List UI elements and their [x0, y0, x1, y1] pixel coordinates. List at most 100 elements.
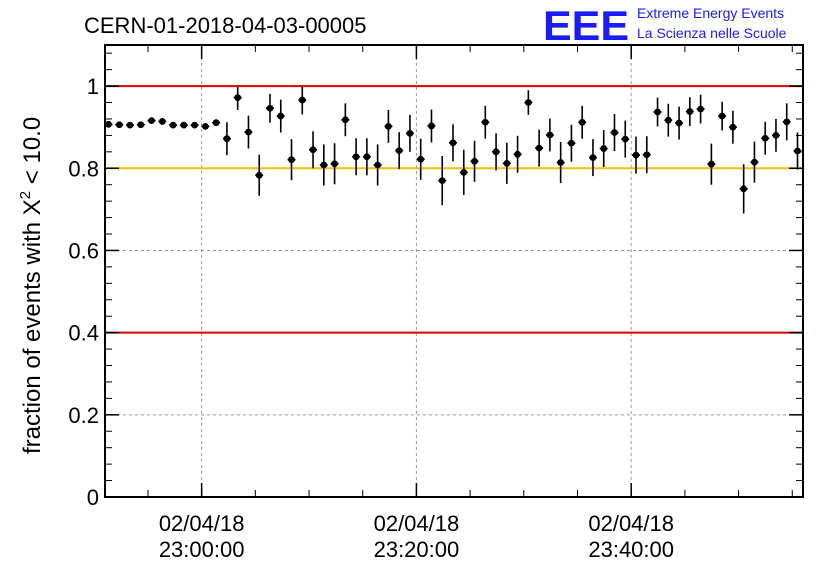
- data-point: [147, 117, 156, 125]
- data-point: [728, 110, 737, 144]
- point-marker: [794, 147, 801, 155]
- y-axis-label-symbol: X: [19, 199, 46, 215]
- data-point: [201, 122, 210, 130]
- data-point: [771, 118, 780, 152]
- point-marker: [492, 148, 500, 156]
- y-axis-label-sup: 2: [17, 191, 34, 199]
- data-point: [449, 124, 457, 162]
- data-point: [567, 124, 576, 162]
- data-point: [707, 143, 716, 185]
- data-point: [330, 143, 339, 185]
- x-tick-date: 02/04/18: [588, 511, 674, 536]
- point-marker: [481, 118, 489, 126]
- point-marker: [288, 156, 295, 164]
- data-point: [298, 85, 307, 115]
- data-point: [459, 149, 468, 195]
- data-point: [233, 85, 242, 110]
- y-tick-label: 0: [87, 485, 99, 510]
- data-point: [610, 114, 619, 152]
- chart-title: CERN-01-2018-04-03-00005: [84, 13, 367, 38]
- point-marker: [718, 112, 726, 120]
- point-marker: [697, 105, 705, 113]
- x-tick-time: 23:20:00: [374, 537, 460, 562]
- data-point: [244, 115, 253, 149]
- point-marker: [115, 121, 123, 129]
- data-point: [761, 121, 770, 155]
- point-marker: [223, 135, 231, 143]
- grid-lines: [105, 45, 803, 497]
- y-tick-label: 1: [87, 74, 99, 99]
- point-marker: [546, 131, 554, 139]
- data-point: [535, 129, 544, 167]
- point-marker: [126, 121, 134, 129]
- y-tick-label: 0.2: [68, 403, 99, 428]
- point-marker: [568, 139, 575, 147]
- y-tick-label: 0.8: [68, 156, 99, 181]
- data-point: [427, 109, 436, 143]
- point-marker: [514, 150, 521, 158]
- point-marker: [201, 122, 209, 130]
- point-marker: [740, 185, 748, 193]
- data-point: [319, 144, 328, 186]
- data-point: [126, 121, 135, 129]
- point-marker: [578, 118, 586, 126]
- point-marker: [438, 177, 446, 185]
- data-point: [255, 154, 264, 196]
- point-marker: [298, 96, 306, 104]
- data-point: [578, 105, 587, 139]
- point-marker: [589, 154, 597, 161]
- point-marker: [255, 171, 263, 179]
- point-marker: [105, 120, 112, 128]
- data-point: [169, 121, 178, 129]
- data-point: [621, 120, 630, 158]
- point-marker: [751, 158, 758, 166]
- data-point: [470, 140, 479, 182]
- data-point: [481, 105, 490, 139]
- data-point: [384, 109, 393, 143]
- x-tick-date: 02/04/18: [374, 511, 460, 536]
- point-marker: [471, 157, 478, 165]
- point-marker: [686, 108, 694, 115]
- data-point: [416, 138, 425, 180]
- data-points: [104, 85, 802, 214]
- point-marker: [374, 161, 382, 169]
- point-marker: [245, 128, 252, 136]
- data-point: [492, 133, 501, 171]
- point-marker: [621, 135, 629, 143]
- data-point: [750, 141, 759, 183]
- point-marker: [503, 159, 511, 167]
- data-point: [556, 141, 565, 184]
- data-point: [588, 139, 597, 177]
- x-tick-date: 02/04/18: [159, 511, 245, 536]
- point-marker: [309, 146, 317, 154]
- point-marker: [460, 168, 468, 176]
- point-marker: [137, 121, 145, 129]
- y-tick-label: 0.4: [68, 321, 99, 346]
- point-marker: [148, 117, 155, 125]
- point-marker: [331, 160, 338, 168]
- data-point: [685, 97, 694, 126]
- data-point: [309, 131, 318, 169]
- data-point: [513, 135, 522, 173]
- point-marker: [557, 159, 565, 166]
- point-marker: [664, 116, 672, 124]
- point-marker: [761, 134, 769, 142]
- data-point: [395, 132, 404, 170]
- x-tick-time: 23:00:00: [159, 537, 245, 562]
- data-point: [438, 155, 447, 206]
- data-point: [545, 118, 554, 152]
- point-marker: [341, 116, 349, 124]
- data-point: [115, 121, 124, 129]
- data-point: [653, 97, 662, 127]
- data-point: [696, 94, 705, 124]
- data-point: [405, 114, 414, 152]
- point-marker: [320, 161, 328, 169]
- y-axis-label: fraction of events with X2 < 10.0: [17, 117, 46, 454]
- data-point: [664, 103, 673, 137]
- data-point: [212, 119, 221, 127]
- data-point: [222, 122, 231, 156]
- point-marker: [535, 144, 543, 152]
- data-point: [265, 93, 274, 123]
- point-marker: [180, 121, 188, 129]
